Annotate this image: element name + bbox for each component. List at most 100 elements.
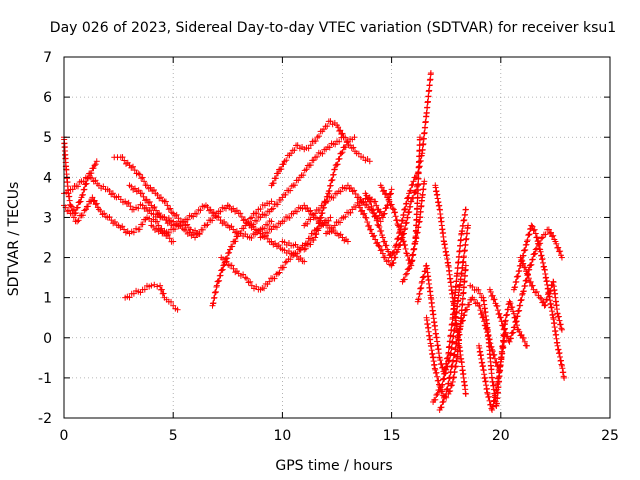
data-point-track-m <box>360 154 367 161</box>
data-point-track-r <box>401 226 408 233</box>
data-point-track-j <box>238 213 245 220</box>
data-point-track-g <box>207 206 214 213</box>
data-point-track-c <box>74 183 81 190</box>
data-point-track-g <box>193 210 200 217</box>
data-point-track-q <box>410 178 417 185</box>
data-point-track-d <box>131 167 138 174</box>
data-point-track-ad <box>555 313 562 320</box>
data-point-track-m <box>337 127 344 134</box>
data-point-track-p <box>388 186 395 193</box>
data-point-track-c <box>80 178 87 185</box>
data-point-track-h <box>232 238 239 245</box>
data-point-track-l <box>301 202 308 209</box>
data-point-track-y <box>440 398 447 405</box>
data-point-track-ab <box>553 240 560 247</box>
data-point-track-l <box>344 238 351 245</box>
data-point-track-m <box>342 134 349 141</box>
data-point-track-i <box>325 217 332 224</box>
data-markers <box>61 70 568 413</box>
data-point-track-h <box>253 210 260 217</box>
y-tick-label: 0 <box>43 331 52 347</box>
data-point-track-z <box>507 300 514 307</box>
data-point-track-o <box>319 202 326 209</box>
data-point-track-r <box>370 233 377 240</box>
data-point-track-ac <box>529 223 536 230</box>
data-point-track-ad <box>529 282 536 289</box>
data-point-track-ac <box>524 238 531 245</box>
data-point-track-y <box>438 404 445 411</box>
y-axis-label: SDTVAR / TECUs <box>6 182 22 297</box>
data-point-track-i <box>287 256 294 263</box>
data-point-track-h <box>226 249 233 256</box>
data-point-track-g <box>157 227 164 234</box>
y-tick-label: -1 <box>38 371 52 387</box>
data-point-track-l <box>304 204 311 211</box>
data-point-track-ab <box>558 254 565 261</box>
data-point-track-p <box>377 208 384 215</box>
data-point-track-ab <box>511 324 518 331</box>
data-point-track-ab <box>497 314 504 321</box>
data-point-track-t <box>401 276 408 283</box>
data-point-track-aa <box>498 355 505 362</box>
data-point-track-d <box>164 202 171 209</box>
data-point-track-b <box>108 217 115 224</box>
data-point-track-z <box>510 310 517 317</box>
data-point-track-f <box>204 221 211 228</box>
data-point-track-b <box>81 207 88 214</box>
data-point-track-r <box>359 207 366 214</box>
data-point-track-g <box>264 222 271 229</box>
data-point-track-h <box>216 277 223 284</box>
data-point-track-g <box>150 223 157 230</box>
data-point-track-y <box>463 306 470 313</box>
data-point-track-y <box>456 326 463 333</box>
data-point-track-s <box>390 206 397 213</box>
data-point-track-m <box>275 170 282 177</box>
x-axis-label: GPS time / hours <box>275 458 392 474</box>
data-point-track-ab <box>501 325 508 332</box>
data-point-track-a <box>81 186 88 193</box>
data-point-track-q <box>363 192 370 199</box>
data-point-track-s <box>404 252 411 259</box>
data-point-track-o <box>337 188 344 195</box>
data-point-track-o <box>304 220 311 227</box>
data-point-track-f <box>222 205 229 212</box>
data-point-track-l <box>273 224 280 231</box>
data-point-track-d <box>162 198 169 205</box>
data-point-track-s <box>380 187 387 194</box>
data-point-track-h <box>220 262 227 269</box>
data-point-track-w <box>438 382 445 389</box>
data-point-track-p <box>380 211 387 218</box>
data-point-track-k <box>326 144 333 151</box>
data-point-track-c <box>143 204 150 211</box>
y-tick-label: 6 <box>43 90 52 106</box>
data-point-track-z <box>475 286 482 293</box>
data-point-track-d <box>121 157 128 164</box>
data-point-track-q <box>383 242 390 249</box>
data-point-track-q <box>373 217 380 224</box>
data-point-track-h <box>229 243 236 250</box>
data-point-track-p <box>360 199 367 206</box>
data-point-track-m <box>272 175 279 182</box>
data-point-track-aa <box>501 338 508 345</box>
data-point-track-r <box>408 198 415 205</box>
data-point-track-ab <box>513 318 520 325</box>
x-tick-label: 10 <box>273 428 291 444</box>
data-point-track-k <box>332 141 339 148</box>
data-point-track-ac <box>522 246 529 253</box>
data-point-track-z <box>521 338 528 345</box>
data-point-track-r <box>360 211 367 218</box>
data-point-track-a <box>79 191 86 198</box>
data-point-track-r <box>379 250 386 257</box>
data-point-track-ab <box>555 244 562 251</box>
data-point-track-y <box>477 307 484 314</box>
data-point-track-aa <box>484 390 491 397</box>
data-point-track-b <box>101 210 108 217</box>
data-point-track-d <box>150 186 157 193</box>
data-point-track-p <box>382 205 389 212</box>
data-point-track-b <box>91 197 98 204</box>
data-point-track-j <box>252 226 259 233</box>
data-point-track-v <box>448 382 455 389</box>
data-point-track-h <box>248 214 255 221</box>
data-point-track-ad <box>558 325 565 332</box>
data-point-track-d <box>143 182 150 189</box>
